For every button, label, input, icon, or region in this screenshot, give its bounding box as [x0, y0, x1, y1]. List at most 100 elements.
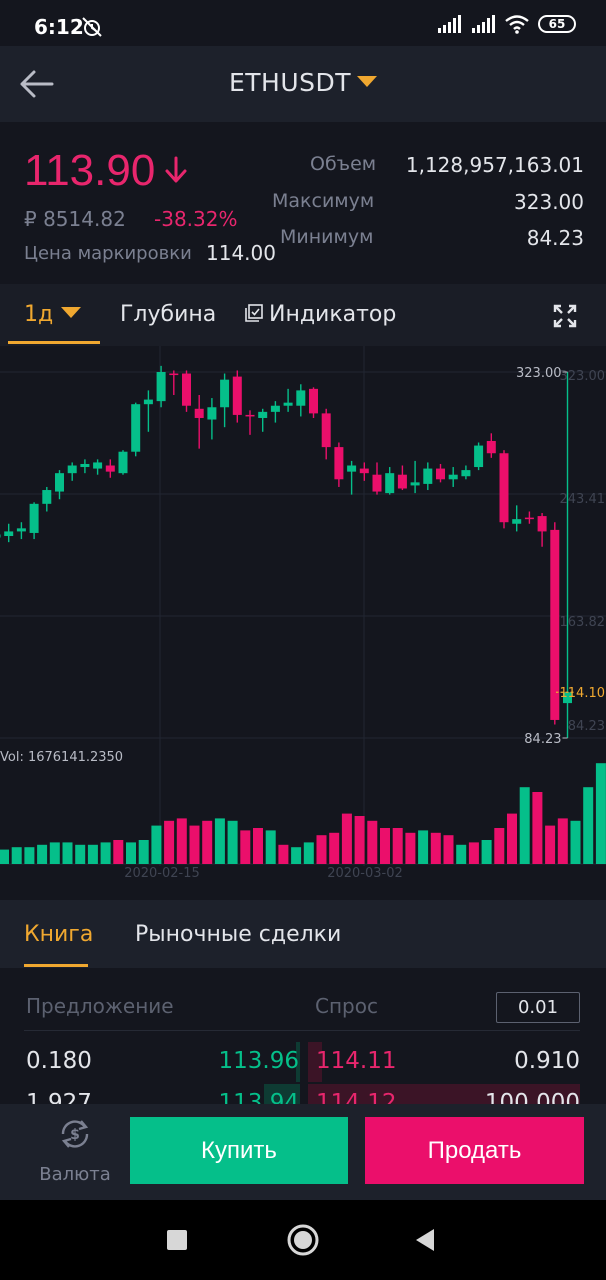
down-arrow-icon [165, 156, 187, 183]
buy-button[interactable]: Купить [130, 1117, 348, 1184]
x-axis-label: 2020-03-02 [327, 866, 403, 881]
ask-depth-bar [308, 1084, 580, 1104]
candle-body [410, 482, 420, 486]
candle-body [372, 474, 382, 492]
volume-bar [303, 842, 314, 864]
system-nav-bar [0, 1200, 606, 1280]
chart-area[interactable]: 323.00 243.41 163.82 84.23 323.00 84.23 114.10… [0, 346, 606, 900]
volume-bar [0, 849, 9, 864]
candle-body [499, 453, 509, 523]
candle-body [321, 413, 331, 448]
volume-bar [380, 828, 390, 864]
interval-tab-underline [8, 341, 100, 344]
chevron-down-icon [357, 75, 378, 87]
tab-indicator[interactable]: Индикатор [245, 302, 396, 327]
price-panel: 113.90 ₽ 8514.82 -38.32% Цена маркировки… [0, 122, 606, 282]
currency-button[interactable]: $ Валюта [32, 1116, 118, 1188]
book-row[interactable]: 1.927 113.94 114.12 100.000 [0, 1084, 606, 1104]
volume-label: Vol: 1676141.2350 [0, 750, 123, 765]
volume-bar [456, 844, 467, 864]
candle-body [524, 517, 534, 520]
back-nav-button[interactable] [407, 1222, 443, 1258]
pair-selector[interactable]: ETHUSDT [0, 68, 606, 97]
candle-body [232, 376, 242, 415]
indicator-icon [245, 304, 263, 322]
status-time: 6:12 [34, 15, 84, 39]
tab-interval[interactable]: 1д [24, 302, 82, 327]
candle-body [220, 379, 230, 408]
tab-order-book[interactable]: Книга [24, 922, 94, 947]
tab-depth[interactable]: Глубина [120, 302, 216, 327]
precision-selector[interactable]: 0.01 [496, 992, 580, 1023]
ask-price: 114.11 [316, 1048, 397, 1074]
volume-bar [545, 825, 556, 864]
candle-body [448, 474, 458, 480]
battery-level: 65 [548, 17, 566, 31]
bid-quantity: 1.927 [26, 1090, 92, 1104]
volume-bar [557, 818, 568, 864]
volume-bar [151, 825, 162, 864]
currency-label: Валюта [39, 1164, 111, 1185]
candle-body [143, 399, 153, 405]
candlestick-chart[interactable]: 323.00 243.41 163.82 84.23 323.00 84.23 114.10… [0, 346, 606, 900]
volume-bar [418, 830, 429, 864]
square-icon [167, 1230, 187, 1250]
rub-price: ₽ 8514.82 [24, 207, 126, 231]
bid-header: Спрос [315, 994, 378, 1018]
candle-body [80, 463, 90, 468]
candle-body [436, 468, 445, 480]
volume-value: 1,128,957,163.01 [405, 153, 584, 177]
back-arrow-icon [20, 70, 54, 98]
volume-bar [37, 844, 48, 864]
max-price-label: 323.00 [516, 366, 562, 381]
candle-body [156, 372, 166, 402]
high-value: 323.00 [514, 190, 584, 214]
y-axis-label: 163.82 [560, 615, 606, 630]
candle-body [42, 490, 52, 504]
volume-bar [570, 820, 581, 864]
alarm-off-icon [82, 17, 102, 37]
volume-bar [164, 820, 175, 864]
volume-bar [532, 792, 543, 864]
low-label: Минимум [280, 226, 374, 248]
candle-body [270, 405, 280, 412]
fullscreen-button[interactable] [552, 303, 578, 329]
back-button[interactable] [16, 64, 56, 104]
sell-button[interactable]: Продать [365, 1117, 584, 1184]
tab-market-trades[interactable]: Рыночные сделки [135, 922, 342, 947]
volume-bar [405, 832, 416, 864]
status-bar: 6:12 65 [0, 0, 606, 46]
volume-bar [291, 847, 302, 864]
x-axis-label: 2020-02-15 [124, 866, 200, 881]
candle-body [347, 465, 357, 472]
bid-quantity: 0.180 [26, 1048, 92, 1074]
y-axis-label: 243.41 [560, 492, 606, 507]
action-bar: $ Валюта Купить Продать [0, 1104, 606, 1200]
candle-body [258, 411, 268, 418]
volume-bar [583, 787, 594, 864]
candle-body [0, 534, 1, 538]
recent-apps-button[interactable] [159, 1222, 195, 1258]
volume-bar [11, 847, 22, 864]
volume-bar [214, 818, 225, 864]
bid-depth-bar [296, 1042, 300, 1082]
min-price-label: 84.23 [524, 732, 561, 747]
volume-bar [494, 828, 505, 864]
bid-price: 113.94 [218, 1090, 299, 1104]
candle-body [423, 468, 433, 484]
volume-bar [253, 828, 263, 864]
candle-body [207, 407, 217, 420]
volume-bar [316, 835, 327, 864]
candle-body [4, 531, 14, 537]
book-row[interactable]: 0.180 113.96 114.11 0.910 [0, 1042, 606, 1082]
battery-icon: 65 [538, 15, 576, 33]
volume-bar [519, 787, 530, 864]
volume-bar [329, 832, 340, 864]
app-header: ETHUSDT [0, 46, 606, 122]
volume-label: Объем [310, 153, 377, 175]
volume-bar [443, 835, 454, 864]
home-button[interactable] [285, 1222, 321, 1258]
volume-bar [189, 825, 200, 864]
candle-body [245, 414, 255, 417]
book-tabs: Книга Рыночные сделки [0, 900, 606, 968]
